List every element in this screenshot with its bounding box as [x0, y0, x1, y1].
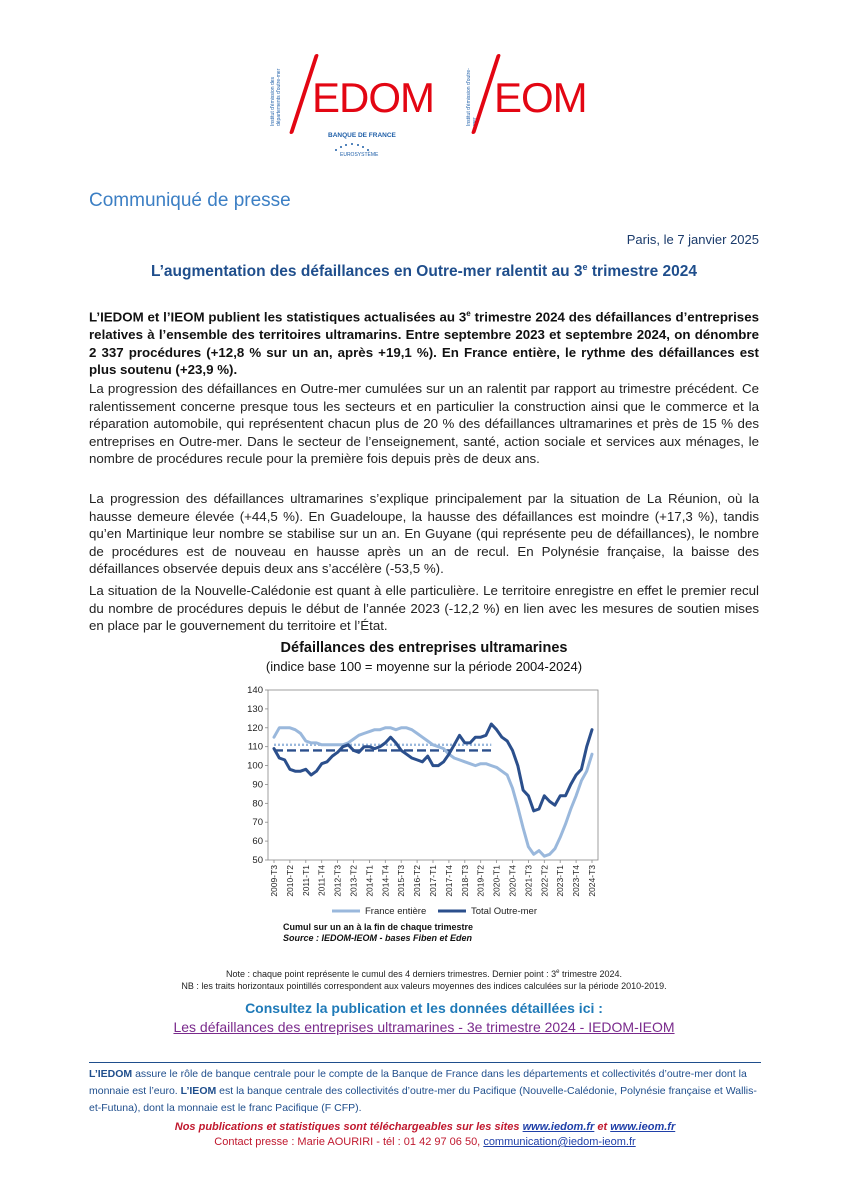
iedom-logo-star-ring	[335, 143, 369, 151]
lead-text: L’IEDOM et l’IEOM publient les statistiq…	[89, 309, 467, 325]
footer-contact-text: Contact presse : Marie AOURIRI - tél : 0…	[214, 1136, 484, 1148]
footer-contact: Contact presse : Marie AOURIRI - tél : 0…	[89, 1136, 761, 1148]
x-tick-label: 2019-T2	[476, 865, 486, 897]
footer-ieom-text: est la banque centrale des collectivités…	[89, 1085, 757, 1114]
y-tick-label: 70	[252, 817, 263, 828]
x-tick-label: 2023-T4	[571, 865, 581, 897]
iedom-logo-vertical-text: Institut d'émission des départements d'o…	[270, 68, 282, 126]
plot-area	[267, 689, 599, 861]
x-tick-label: 2016-T2	[412, 865, 422, 897]
x-tick-label: 2014-T4	[380, 865, 390, 897]
x-tick-label: 2012-T3	[333, 865, 343, 897]
footer-about: L’IEDOM assure le rôle de banque central…	[89, 1066, 761, 1117]
x-tick-label: 2014-T1	[364, 865, 374, 897]
headline-text: L’augmentation des défaillances en Outre…	[151, 263, 583, 281]
series-line-france	[272, 726, 594, 858]
note-line-1-sup: e	[556, 969, 560, 975]
x-tick-label: 2010-T2	[285, 865, 295, 897]
chart-note: Cumul sur un an à la fin de chaque trime…	[283, 922, 473, 944]
x-tick-label: 2013-T2	[349, 865, 359, 897]
paragraph-2: La progression des défaillances ultramar…	[89, 491, 759, 577]
press-date: Paris, le 7 janvier 2025	[626, 232, 759, 247]
y-tick-label: 60	[252, 836, 263, 847]
x-tick-label: 2015-T3	[396, 865, 406, 897]
iedom-logo-banque: BANQUE DE FRANCE	[328, 132, 396, 139]
x-tick-label: 2009-T3	[269, 865, 279, 897]
contact-email-link[interactable]: communication@iedom-ieom.fr	[483, 1136, 636, 1148]
lead-sup: e	[466, 309, 471, 318]
note-line-1-text: Note : chaque point représente le cumul …	[225, 969, 557, 979]
x-tick-label: 2017-T4	[444, 865, 454, 897]
y-tick-label: 100	[247, 761, 263, 772]
chart-note-source: Source : IEDOM-IEOM - bases Fiben et Ede…	[283, 933, 473, 943]
headline-text-end: trimestre 2024	[587, 263, 697, 281]
iedom-site-link[interactable]: www.iedom.fr	[522, 1121, 595, 1133]
x-tick-label: 2021-T3	[523, 865, 533, 897]
y-tick-label: 90	[252, 779, 263, 790]
iedom-logo: Institut d'émission des départements d'o…	[262, 48, 435, 168]
consult-heading: Consultez la publication et les données …	[245, 1000, 603, 1016]
ieom-logo-word: EOM	[494, 74, 588, 121]
x-tick-label: 2020-T1	[492, 865, 502, 897]
footer-ieom-label: L’IEOM	[180, 1085, 217, 1097]
footer-iedom-text: assure le rôle de banque centrale pour l…	[89, 1068, 747, 1097]
y-tick-label: 50	[252, 855, 263, 866]
note-line-2: NB : les traits horizontaux pointillés c…	[181, 981, 667, 991]
footer-pubs-text: Nos publications et statistiques sont té…	[174, 1121, 523, 1133]
y-tick-label: 120	[247, 723, 263, 734]
x-tick-label: 2017-T1	[428, 865, 438, 897]
iedom-logo-word: EDOM	[312, 74, 435, 121]
lead-text-end: trimestre 2024 des défaillances d’entrep…	[89, 309, 759, 378]
logos-banner: Institut d'émission des départements d'o…	[0, 48, 848, 168]
footer-publications: Nos publications et statistiques sont té…	[89, 1121, 761, 1133]
chart-note-cumul: Cumul sur un an à la fin de chaque trime…	[283, 922, 474, 932]
note-line-1: Note : chaque point représente le cumul …	[89, 966, 759, 980]
footer-pubs-and: et	[594, 1121, 611, 1133]
ieom-logo: Institut d'émission d'outre-mer EOM	[458, 48, 588, 138]
notes-block: Note : chaque point représente le cumul …	[89, 966, 759, 992]
headline-sup: e	[582, 262, 588, 272]
headline: L’augmentation des défaillances en Outre…	[89, 262, 759, 281]
x-tick-label: 2018-T3	[460, 865, 470, 897]
x-tick-label: 2022-T2	[539, 865, 549, 897]
legend-label: Total Outre-mer	[471, 906, 537, 917]
iedom-logo-eurosysteme: EUROSYSTÈME	[340, 152, 379, 158]
lead-paragraph: L’IEDOM et l’IEOM publient les statistiq…	[89, 305, 759, 379]
x-tick-label: 2011-T4	[317, 865, 327, 896]
line-chart: 50 60 70 80 90 100 110 120 130 140 2009-T3 2010-T2 2…	[247, 685, 599, 917]
y-tick-label: 130	[247, 704, 263, 715]
paragraph-3: La situation de la Nouvelle-Calédonie es…	[89, 583, 759, 634]
paragraph-1: La progression des défaillances en Outre…	[89, 381, 759, 467]
note-line-1-end: trimestre 2024.	[559, 969, 623, 979]
ieom-site-link[interactable]: www.ieom.fr	[610, 1121, 676, 1133]
chart-subtitle: (indice base 100 = moyenne sur la périod…	[265, 659, 583, 674]
page-title: Communiqué de presse	[89, 190, 291, 211]
y-tick-label: 140	[247, 685, 263, 696]
footer-iedom-label: L’IEDOM	[89, 1068, 133, 1080]
y-tick-label: 110	[248, 742, 263, 753]
legend-label: France entière	[365, 906, 426, 917]
publication-link[interactable]: Les défaillances des entreprises ultrama…	[173, 1019, 675, 1035]
chart-title: Défaillances des entreprises ultramarine…	[280, 640, 568, 656]
x-tick-label: 2011-T1	[301, 865, 311, 896]
x-tick-label: 2023-T1	[555, 865, 565, 897]
series-line-outre-mer	[272, 722, 594, 813]
y-tick-label: 80	[252, 798, 263, 809]
x-tick-label: 2020-T4	[508, 865, 518, 897]
x-tick-label: 2024-T3	[587, 865, 597, 897]
footer-divider	[89, 1062, 761, 1063]
